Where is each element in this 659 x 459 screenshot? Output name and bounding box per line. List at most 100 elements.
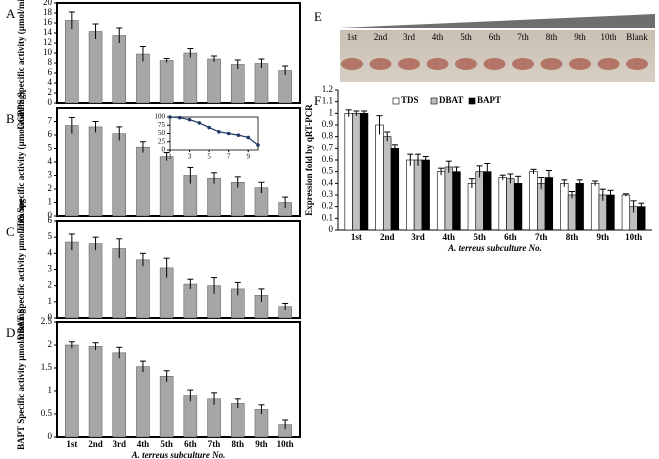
bar xyxy=(444,166,453,231)
bar xyxy=(207,58,221,104)
y-tick-label: 0 xyxy=(48,312,53,322)
bar xyxy=(590,183,600,231)
spot xyxy=(341,58,363,70)
panel-label: A xyxy=(6,6,16,21)
panel-frame xyxy=(56,2,301,104)
y-axis-title: BAPT Specific activity µmol/min/mg xyxy=(16,309,26,450)
x-tick-label: 7th xyxy=(535,232,548,242)
panel-frame xyxy=(56,107,301,217)
y-tick-label: 2 xyxy=(48,339,53,349)
panel-frame xyxy=(56,220,301,319)
y-tick-label: 1 xyxy=(48,385,53,395)
panel-label: B xyxy=(6,111,15,126)
legend-swatch xyxy=(468,97,476,105)
spot xyxy=(483,58,506,70)
panel-label: F xyxy=(314,93,321,108)
y-tick-label: 1 xyxy=(48,296,53,306)
x-tick-label: 1 xyxy=(168,153,172,161)
y-tick-label: 0.7 xyxy=(322,142,334,152)
point xyxy=(246,135,251,140)
y-tick-label: 75 xyxy=(158,121,166,129)
legend-label: BAPT xyxy=(477,95,501,105)
y-axis-title: Expression fold by qRT-PCR xyxy=(304,104,314,216)
bar xyxy=(537,183,546,231)
y-tick-label: 0 xyxy=(48,431,53,441)
bar xyxy=(436,171,446,231)
bar xyxy=(183,395,198,438)
lane-label: 9th xyxy=(574,32,586,42)
spot xyxy=(455,58,477,70)
bar xyxy=(183,283,198,319)
point xyxy=(207,125,211,130)
spot xyxy=(512,58,534,70)
gradient-wedge xyxy=(340,14,655,28)
y-tick-label: 0.3 xyxy=(322,189,334,199)
y-axis-title: TDS Specific activity (µmol/min/mg) xyxy=(16,92,26,232)
bar xyxy=(544,177,554,231)
x-axis-title: A. terreus subculture No. xyxy=(131,450,226,459)
bar xyxy=(65,344,79,438)
point xyxy=(187,117,192,122)
bar xyxy=(498,177,507,231)
bar xyxy=(112,35,127,104)
y-tick-label: 6 xyxy=(48,129,53,139)
y-tick-label: 0 xyxy=(48,97,53,107)
x-tick-label: 3 xyxy=(188,153,192,161)
y-tick-label: 0.8 xyxy=(322,131,334,141)
point xyxy=(217,130,221,134)
lane-label: 3rd xyxy=(403,32,415,42)
y-tick-label: 2 xyxy=(48,87,53,97)
x-tick-label: 5th xyxy=(473,232,486,242)
bar xyxy=(375,124,384,231)
y-tick-label: 3 xyxy=(48,264,53,274)
bar xyxy=(413,159,423,231)
spot xyxy=(369,58,392,70)
x-tick-label: 9 xyxy=(246,153,250,161)
bar xyxy=(606,194,615,231)
y-axis-title: GGPPS Specific activity (µmol/min/mg) xyxy=(16,0,26,129)
y-tick-label: 2 xyxy=(48,280,53,290)
inset-frame xyxy=(169,116,259,151)
y-tick-label: 1.1 xyxy=(322,96,333,106)
x-tick-label: 2nd xyxy=(88,439,103,449)
y-tick-label: 25 xyxy=(158,137,166,145)
x-tick-label: 9th xyxy=(597,232,610,242)
bar xyxy=(112,248,127,319)
bar xyxy=(452,171,461,231)
x-tick-label: 8th xyxy=(231,439,244,449)
point xyxy=(236,133,241,137)
bar xyxy=(406,159,415,231)
y-tick-label: 20 xyxy=(43,0,53,7)
x-tick-label: 6th xyxy=(504,232,517,242)
y-tick-label: 16 xyxy=(43,17,53,27)
x-tick-label: 9th xyxy=(255,439,268,449)
bar xyxy=(230,64,245,104)
point xyxy=(168,115,172,119)
bar xyxy=(136,366,150,438)
plate-photo xyxy=(340,30,655,82)
y-tick-label: 2 xyxy=(48,183,53,193)
y-tick-label: 4 xyxy=(48,247,53,257)
bar xyxy=(506,178,515,231)
bar xyxy=(136,259,150,319)
x-tick-label: 1st xyxy=(351,232,362,242)
spot xyxy=(540,58,563,70)
y-tick-label: 1 xyxy=(48,197,53,207)
y-tick-label: 0 xyxy=(329,224,334,234)
point xyxy=(197,121,202,125)
y-tick-label: 18 xyxy=(43,7,53,17)
bar xyxy=(278,70,292,104)
y-tick-label: 0 xyxy=(48,210,53,220)
bar xyxy=(159,376,174,438)
lane-label: 8th xyxy=(546,32,558,42)
legend-label: DBAT xyxy=(439,95,463,105)
y-tick-label: 4 xyxy=(48,156,53,166)
lane-label: 4th xyxy=(432,32,444,42)
y-tick-label: 1.2 xyxy=(322,84,333,94)
spot xyxy=(626,58,648,70)
line xyxy=(169,116,259,146)
y-tick-label: 0.5 xyxy=(41,408,53,418)
x-tick-label: 8th xyxy=(566,232,579,242)
y-tick-label: 3 xyxy=(48,170,53,180)
